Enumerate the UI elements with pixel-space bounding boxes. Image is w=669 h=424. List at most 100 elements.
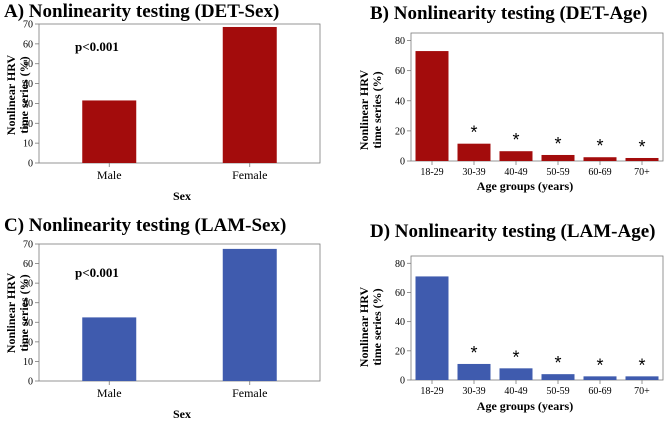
panel-d-xlabel: Age groups (years): [477, 399, 573, 413]
panel-d-ylabel: Nonlinear HRV time series (%): [357, 286, 384, 367]
panel-d-significance-star: *: [512, 347, 519, 367]
panel-b-plot: 0 20 40 60 80 18-29 30-39 * 40-49 * 50-59 * 60-69 * 70…: [395, 32, 664, 178]
panel-b-ytick-label: 0: [400, 157, 405, 168]
panel-b-xtick-label: 70+: [634, 167, 650, 178]
panel-a-ytick-label: 0: [28, 159, 33, 170]
panel-c-ylabel: Nonlinear HRV time series (%): [4, 272, 31, 353]
panel-d-xtick-label: 30-39: [462, 386, 485, 397]
panel-d-significance-star: *: [596, 355, 603, 375]
panel-b-significance-star: *: [554, 134, 561, 154]
panel-b-significance-star: *: [512, 130, 519, 150]
panel-d-xtick-label: 70+: [634, 386, 650, 397]
panel-b-xtick-label: 50-59: [546, 167, 569, 178]
panel-b-bar: [583, 157, 617, 161]
panel-d-xtick-label: 40-49: [504, 386, 527, 397]
panel-b-title: B) Nonlinearity testing (DET-Age): [370, 3, 647, 24]
panel-c-bar: [82, 317, 137, 381]
panel-d-bar: [583, 376, 617, 380]
panel-a-ytick-label: 50: [23, 59, 33, 70]
panel-c: C) Nonlinearity testing (LAM-Sex) Nonlin…: [4, 215, 321, 421]
panel-c-ytick-label: 70: [23, 240, 33, 251]
panel-b-bar: [415, 51, 449, 161]
panel-b-significance-star: *: [638, 137, 645, 157]
panel-b-ytick-label: 80: [395, 36, 405, 47]
panel-d-xtick-label: 18-29: [420, 386, 443, 397]
panel-a-xtick-label: Female: [232, 168, 267, 182]
panel-c-ylabel-line2: time series (%): [17, 274, 31, 351]
panel-d-xtick-label: 50-59: [546, 386, 569, 397]
panel-b-ylabel-line2: time series (%): [370, 71, 384, 148]
panel-b-bar: [499, 151, 533, 161]
panel-d-bar: [541, 374, 575, 380]
panel-d-significance-star: *: [638, 355, 645, 375]
panel-a-bar: [222, 26, 277, 163]
panel-a-annotation: p<0.001: [75, 39, 119, 54]
panel-c-xtick-label: Male: [97, 386, 122, 400]
panel-b-xtick-label: 40-49: [504, 167, 527, 178]
panel-d-ytick-label: 20: [395, 346, 405, 357]
panel-a-plot: 0 10 20 30 40 50 60 70 Male Female: [23, 20, 321, 182]
panel-a-frame: [38, 23, 321, 164]
panel-b-ytick-label: 40: [395, 96, 405, 107]
panel-a-ytick-label: 30: [23, 99, 33, 110]
panel-a-ylabel-line1: Nonlinear HRV: [4, 54, 18, 135]
panel-b-ytick-label: 20: [395, 126, 405, 137]
panel-d-ytick-label: 80: [395, 259, 405, 270]
panel-d-significance-star: *: [554, 353, 561, 373]
panel-c-bar: [222, 248, 277, 381]
panel-b-ylabel-line1: Nonlinear HRV: [357, 69, 371, 150]
panel-a-title: A) Nonlinearity testing (DET-Sex): [4, 1, 279, 22]
panel-d-ylabel-line1: Nonlinear HRV: [357, 286, 371, 367]
panel-a-ytick-label: 70: [23, 20, 33, 31]
panel-c-ytick-label: 10: [23, 357, 33, 368]
panel-c-xlabel: Sex: [173, 407, 191, 421]
panel-d: D) Nonlinearity testing (LAM-Age) Nonlin…: [357, 221, 664, 413]
panel-b-ylabel: Nonlinear HRV time series (%): [357, 69, 384, 150]
panel-c-ylabel-line1: Nonlinear HRV: [4, 272, 18, 353]
panel-b-xtick-label: 60-69: [588, 167, 611, 178]
panel-d-ytick-label: 40: [395, 317, 405, 328]
panel-b: B) Nonlinearity testing (DET-Age) Nonlin…: [357, 3, 664, 193]
panel-d-bar: [499, 368, 533, 380]
panel-a-xlabel: Sex: [173, 189, 191, 203]
panel-a-xtick-label: Male: [97, 168, 122, 182]
panel-c-ytick-label: 30: [23, 318, 33, 329]
panel-c-ytick-label: 20: [23, 337, 33, 348]
panel-c-ytick-label: 50: [23, 279, 33, 290]
panel-b-xlabel: Age groups (years): [477, 179, 573, 193]
panel-d-significance-star: *: [470, 343, 477, 363]
panel-a: A) Nonlinearity testing (DET-Sex) Nonlin…: [4, 1, 321, 203]
panel-a-bar: [82, 100, 137, 163]
panel-c-plot: 0 10 20 30 40 50 60 70 Male Female: [23, 240, 321, 400]
panel-c-ytick-label: 60: [23, 259, 33, 270]
panel-d-title: D) Nonlinearity testing (LAM-Age): [370, 221, 655, 242]
panel-d-bar: [625, 376, 659, 380]
panel-d-bar: [457, 363, 491, 380]
panel-d-ytick-label: 60: [395, 288, 405, 299]
panel-c-xtick-label: Female: [232, 386, 267, 400]
panel-b-bar: [625, 157, 659, 161]
panel-c-ytick-label: 40: [23, 298, 33, 309]
panel-b-significance-star: *: [596, 136, 603, 156]
panel-d-frame: [410, 255, 664, 381]
panel-c-annotation: p<0.001: [75, 265, 119, 280]
panel-a-ylabel: Nonlinear HRV time series (%): [4, 54, 31, 135]
panel-a-ytick-label: 40: [23, 79, 33, 90]
panel-b-xtick-label: 18-29: [420, 167, 443, 178]
panel-b-significance-star: *: [470, 123, 477, 143]
panel-c-title: C) Nonlinearity testing (LAM-Sex): [4, 215, 286, 236]
panel-b-frame: [410, 32, 664, 162]
panel-b-ytick-label: 60: [395, 66, 405, 77]
panel-a-ytick-label: 60: [23, 39, 33, 50]
panel-b-bar: [457, 143, 491, 161]
panel-b-bar: [541, 154, 575, 161]
panel-c-frame: [38, 243, 321, 382]
panel-a-ytick-label: 10: [23, 139, 33, 150]
panel-a-ylabel-line2: time series (%): [17, 56, 31, 133]
panel-d-ylabel-line2: time series (%): [370, 288, 384, 365]
panel-a-ytick-label: 20: [23, 119, 33, 130]
panel-b-xtick-label: 30-39: [462, 167, 485, 178]
panel-c-ytick-label: 0: [28, 377, 33, 388]
panel-d-plot: 0 20 40 60 80 18-29 30-39 * 40-49 * 50-59 * 60-69 * 70…: [395, 255, 664, 397]
